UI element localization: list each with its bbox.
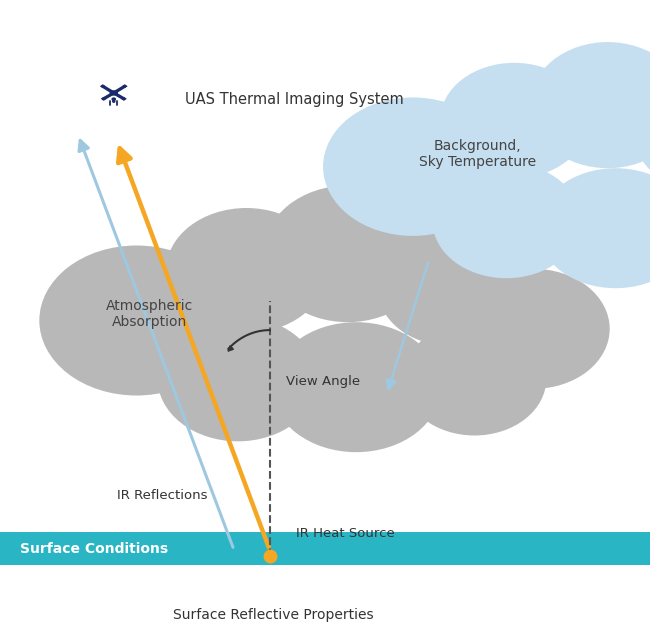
Ellipse shape (121, 98, 127, 100)
Circle shape (123, 98, 125, 100)
Ellipse shape (39, 246, 234, 395)
Circle shape (112, 100, 115, 103)
Bar (0, 532, 650, 565)
Ellipse shape (100, 85, 105, 87)
Text: Surface Conditions: Surface Conditions (20, 542, 168, 556)
Ellipse shape (109, 90, 118, 96)
Text: IR Reflections: IR Reflections (117, 489, 207, 502)
Text: View Angle: View Angle (286, 375, 360, 388)
Text: Surface Reflective Properties: Surface Reflective Properties (173, 608, 373, 622)
Bar (116, 92, 118, 94)
Ellipse shape (530, 42, 650, 168)
Text: Atmospheric
Absorption: Atmospheric Absorption (106, 299, 193, 329)
Ellipse shape (458, 269, 610, 389)
Ellipse shape (101, 98, 107, 100)
Ellipse shape (111, 97, 116, 101)
Ellipse shape (122, 85, 127, 87)
Circle shape (124, 85, 125, 87)
Ellipse shape (377, 229, 521, 345)
Ellipse shape (403, 322, 546, 435)
Ellipse shape (157, 317, 318, 441)
Ellipse shape (272, 322, 441, 452)
Ellipse shape (263, 185, 432, 322)
Ellipse shape (323, 97, 502, 236)
Text: UAS Thermal Imaging System: UAS Thermal Imaging System (185, 92, 404, 107)
Ellipse shape (166, 208, 326, 333)
Text: IR Heat Source: IR Heat Source (296, 528, 395, 540)
Ellipse shape (440, 63, 588, 178)
Circle shape (102, 85, 104, 87)
Ellipse shape (635, 82, 650, 190)
Text: Background,
Sky Temperature: Background, Sky Temperature (419, 138, 536, 169)
Circle shape (103, 98, 105, 100)
Ellipse shape (432, 163, 580, 278)
Ellipse shape (538, 168, 650, 288)
